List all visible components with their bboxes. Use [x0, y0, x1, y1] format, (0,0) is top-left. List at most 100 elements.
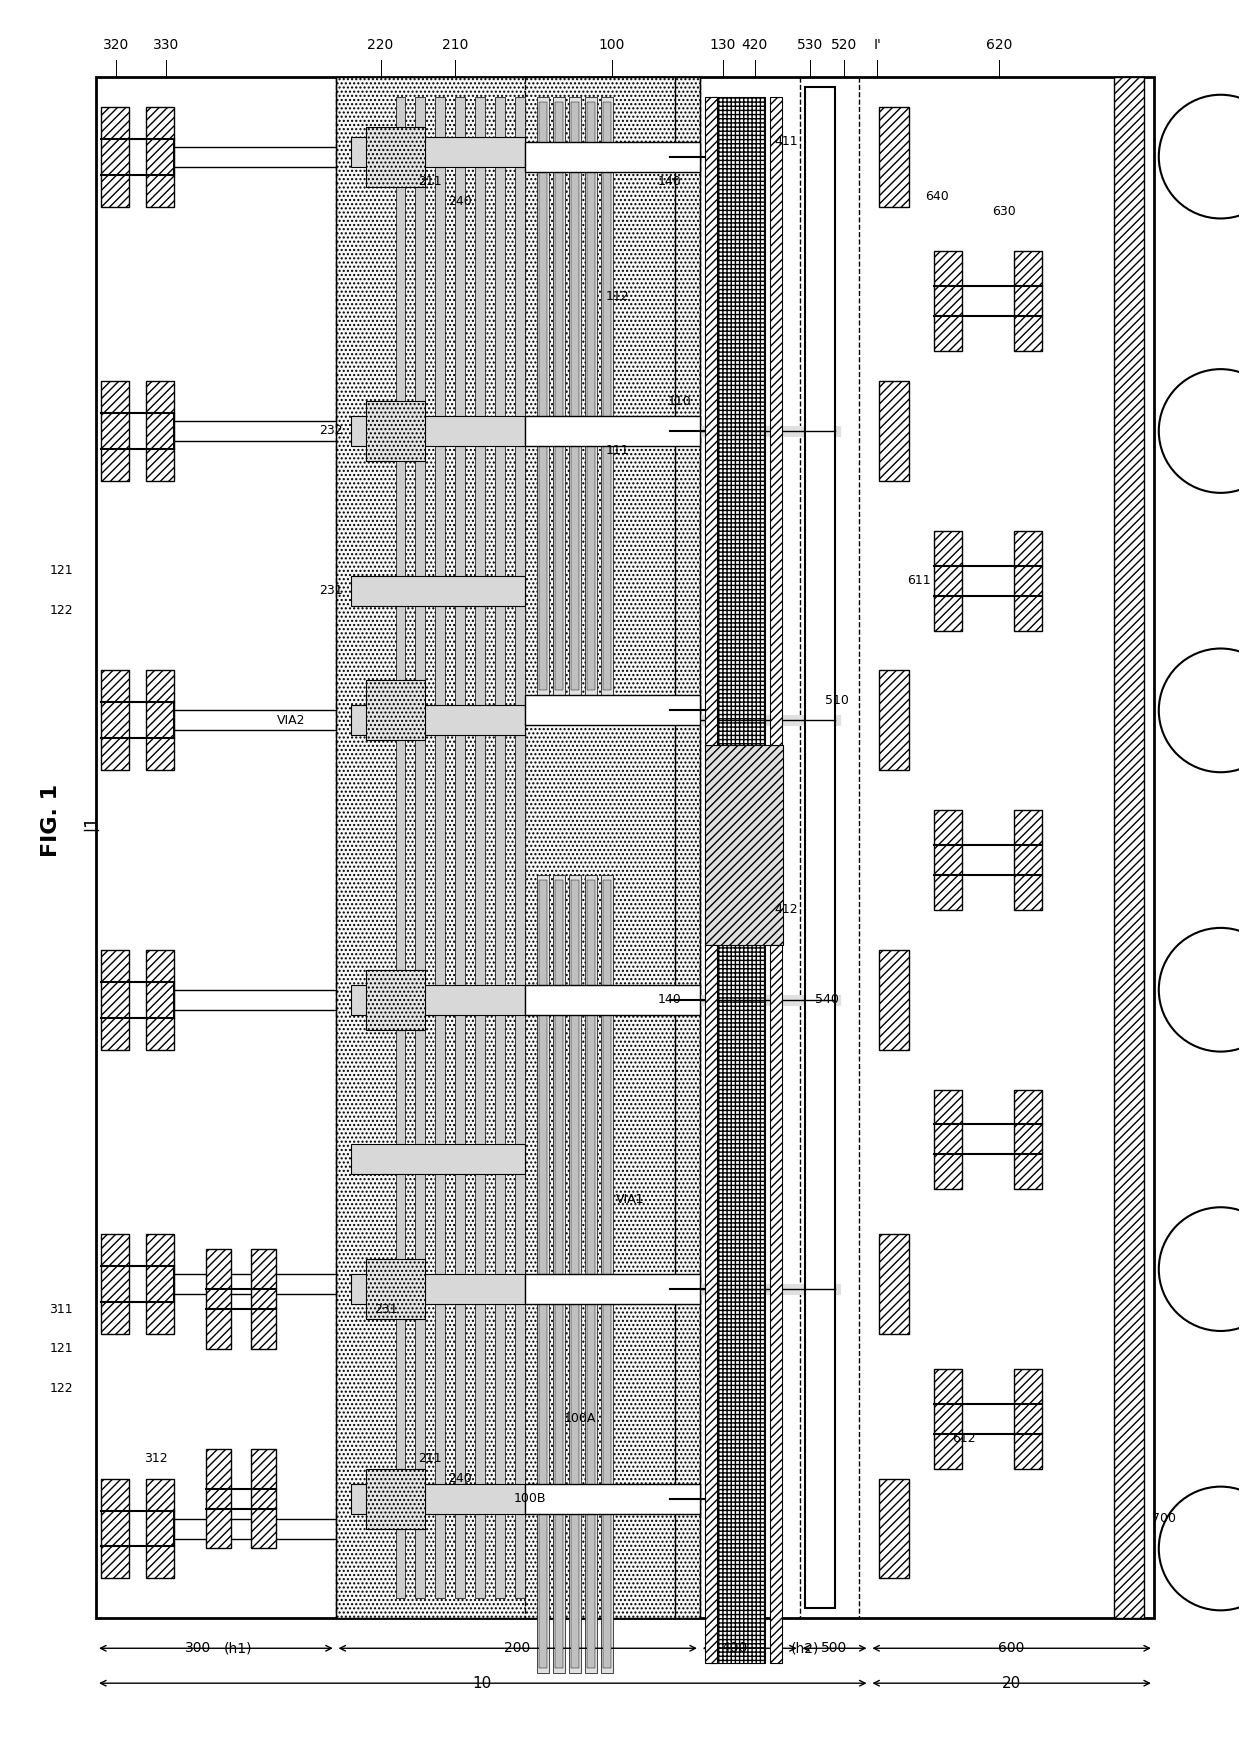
- Text: 411: 411: [775, 135, 799, 149]
- Bar: [366, 126, 425, 187]
- Text: 231: 231: [319, 585, 342, 597]
- Text: 311: 311: [50, 1303, 73, 1315]
- Bar: [601, 876, 613, 1674]
- Bar: [879, 949, 909, 1049]
- Text: 110: 110: [668, 394, 692, 408]
- Text: 640: 640: [925, 191, 949, 203]
- Bar: [879, 1234, 909, 1334]
- Bar: [250, 1248, 275, 1348]
- Bar: [415, 96, 425, 1599]
- Bar: [146, 107, 174, 207]
- Bar: [97, 77, 1153, 1618]
- Text: 620: 620: [986, 39, 1012, 53]
- Text: 211: 211: [419, 175, 443, 187]
- Text: 1: 1: [82, 814, 100, 826]
- Bar: [704, 96, 717, 746]
- Bar: [805, 88, 835, 1609]
- Text: 210: 210: [443, 39, 469, 53]
- Bar: [879, 1478, 909, 1578]
- Text: 540: 540: [815, 993, 838, 1007]
- Bar: [539, 881, 547, 1669]
- Bar: [934, 531, 962, 630]
- Bar: [770, 96, 781, 746]
- Bar: [206, 1248, 231, 1348]
- Text: VIA1: VIA1: [616, 1192, 645, 1206]
- Text: 100A: 100A: [564, 1413, 596, 1425]
- Bar: [553, 876, 565, 1674]
- Bar: [934, 1369, 962, 1469]
- Bar: [366, 1469, 425, 1529]
- Bar: [770, 946, 781, 1663]
- Bar: [572, 881, 579, 1669]
- Bar: [475, 96, 485, 1599]
- Bar: [1014, 252, 1042, 352]
- Bar: [1014, 1089, 1042, 1189]
- Text: 300: 300: [185, 1641, 211, 1655]
- Bar: [569, 876, 582, 1674]
- Text: 122: 122: [50, 1382, 73, 1396]
- Text: 220: 220: [367, 39, 393, 53]
- Bar: [569, 96, 582, 695]
- Bar: [879, 671, 909, 770]
- Bar: [336, 77, 675, 1618]
- Bar: [934, 1089, 962, 1189]
- Text: 400: 400: [722, 1641, 748, 1655]
- Bar: [146, 671, 174, 770]
- Bar: [366, 970, 425, 1030]
- Bar: [146, 949, 174, 1049]
- Bar: [366, 401, 425, 461]
- Bar: [351, 1145, 526, 1175]
- Bar: [351, 417, 526, 447]
- Text: (h1): (h1): [223, 1641, 252, 1655]
- Text: 330: 330: [153, 39, 179, 53]
- Bar: [585, 96, 596, 695]
- Bar: [709, 96, 765, 746]
- Bar: [704, 946, 717, 1663]
- Bar: [250, 1448, 275, 1548]
- Bar: [601, 96, 613, 695]
- Text: 20: 20: [1002, 1676, 1021, 1691]
- Text: 111: 111: [605, 445, 629, 457]
- Bar: [1014, 1369, 1042, 1469]
- Bar: [709, 946, 765, 1663]
- Bar: [526, 417, 699, 447]
- Bar: [879, 107, 909, 207]
- Text: (h2): (h2): [790, 1641, 818, 1655]
- Bar: [366, 681, 425, 741]
- Bar: [537, 876, 549, 1674]
- Bar: [539, 102, 547, 690]
- Text: 121: 121: [50, 1343, 73, 1355]
- Text: 510: 510: [825, 693, 848, 707]
- Text: 10: 10: [472, 1676, 492, 1691]
- Bar: [146, 382, 174, 482]
- Text: 530: 530: [796, 39, 822, 53]
- Text: 420: 420: [742, 39, 768, 53]
- Bar: [495, 96, 505, 1599]
- Bar: [146, 1234, 174, 1334]
- Bar: [102, 671, 129, 770]
- Bar: [1014, 531, 1042, 630]
- Bar: [603, 102, 611, 690]
- Bar: [102, 1234, 129, 1334]
- Text: 200: 200: [505, 1641, 531, 1655]
- Text: 240: 240: [449, 194, 472, 208]
- Text: 500: 500: [821, 1641, 848, 1655]
- Bar: [102, 949, 129, 1049]
- Text: 140: 140: [658, 993, 682, 1007]
- Bar: [1014, 811, 1042, 911]
- Bar: [553, 96, 565, 695]
- Text: 612: 612: [952, 1432, 976, 1445]
- Text: 232: 232: [319, 424, 342, 438]
- Text: 412: 412: [775, 904, 799, 916]
- Bar: [351, 576, 526, 606]
- Bar: [585, 876, 596, 1674]
- Bar: [366, 1259, 425, 1319]
- Bar: [603, 881, 611, 1669]
- Bar: [102, 1478, 129, 1578]
- Bar: [526, 984, 699, 1014]
- Text: 100: 100: [599, 39, 625, 53]
- Bar: [556, 102, 563, 690]
- Bar: [934, 811, 962, 911]
- Bar: [879, 382, 909, 482]
- Bar: [587, 102, 595, 690]
